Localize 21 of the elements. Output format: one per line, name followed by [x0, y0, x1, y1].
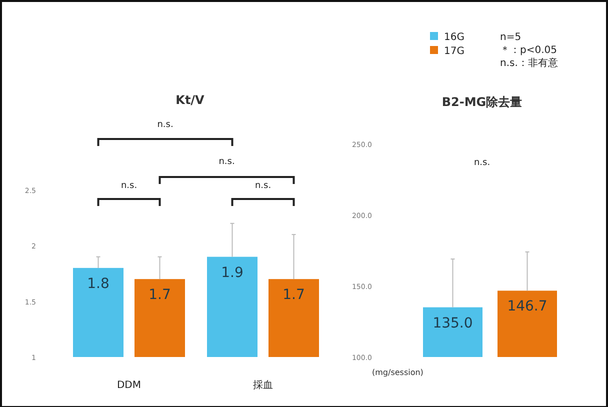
data-label: 1.7 [282, 287, 305, 304]
x-tick-label: 採血 [253, 379, 273, 391]
text: n.s.：非有意 [500, 57, 558, 69]
data-label: 1.8 [87, 276, 110, 292]
annotation: n.s. [474, 158, 490, 168]
data-label: 135.0 [432, 315, 473, 332]
text: n.s. [157, 120, 174, 130]
y-axis-title: (mg/session) [372, 368, 424, 377]
data-label: 1.7 [148, 287, 171, 304]
chart-title: B2-MG除去量 [442, 95, 522, 109]
annotation: n.s. [254, 181, 272, 191]
legend-label: 17G [444, 46, 464, 57]
legend-label: 16G [444, 32, 464, 43]
annotation: n.s. [120, 181, 138, 191]
data-label: 146.7 [507, 298, 548, 315]
text: n.s. [218, 157, 235, 167]
data-label: 1.9 [221, 264, 244, 281]
text: n=5 [500, 32, 522, 43]
x-tick-label: DDM [116, 380, 142, 391]
text: ＊：p<0.05 [500, 45, 557, 56]
chart-title: Kt/V [176, 93, 206, 107]
